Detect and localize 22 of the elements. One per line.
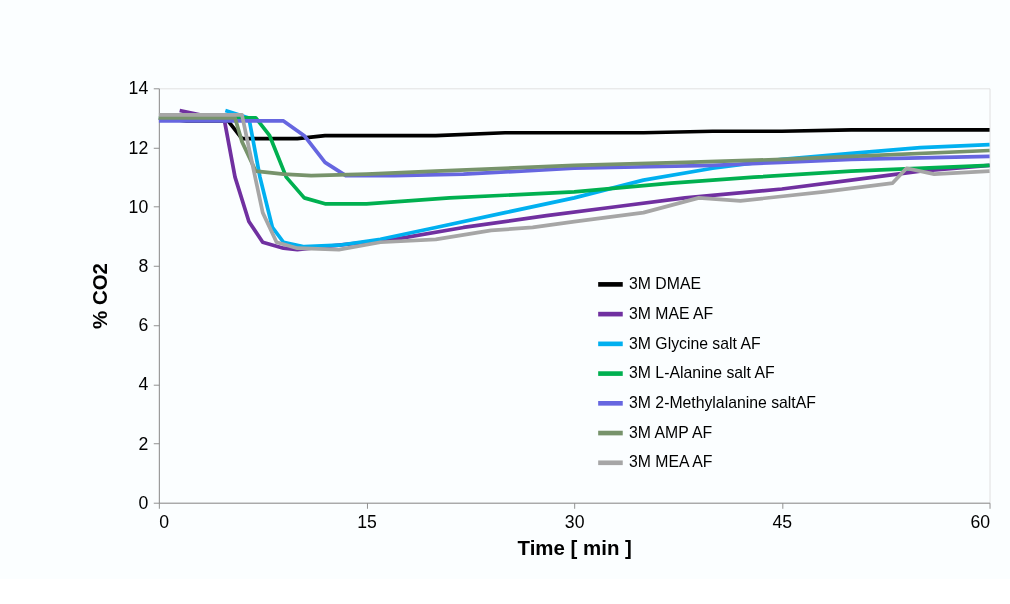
x-axis-title: Time [ min ] xyxy=(517,536,632,560)
legend-label: 3M MAE AF xyxy=(629,304,714,322)
y-tick-label: 0 xyxy=(138,492,149,513)
y-tick-label: 2 xyxy=(138,433,149,454)
legend-label: 3M 2-Methylalanine saltAF xyxy=(629,393,817,411)
legend-label: 3M Glycine salt AF xyxy=(629,334,761,352)
x-tick-label: 60 xyxy=(970,512,991,533)
legend-label: 3M DMAE xyxy=(629,275,701,293)
y-tick-label: 10 xyxy=(128,196,149,217)
y-tick-label: 8 xyxy=(138,255,149,276)
y-tick-label: 4 xyxy=(138,374,149,395)
x-tick-label: 15 xyxy=(357,512,378,533)
y-tick-label: 6 xyxy=(138,315,149,336)
legend-label: 3M AMP AF xyxy=(629,423,713,441)
y-axis-title: % CO2 xyxy=(88,263,112,329)
legend-label: 3M L-Alanine salt AF xyxy=(629,364,776,382)
x-tick-label: 45 xyxy=(772,512,793,533)
y-tick-label: 14 xyxy=(128,78,149,99)
legend-label: 3M MEA AF xyxy=(629,453,713,471)
x-tick-label: 0 xyxy=(159,512,170,533)
x-tick-label: 30 xyxy=(564,512,585,533)
y-tick-label: 12 xyxy=(128,137,149,158)
